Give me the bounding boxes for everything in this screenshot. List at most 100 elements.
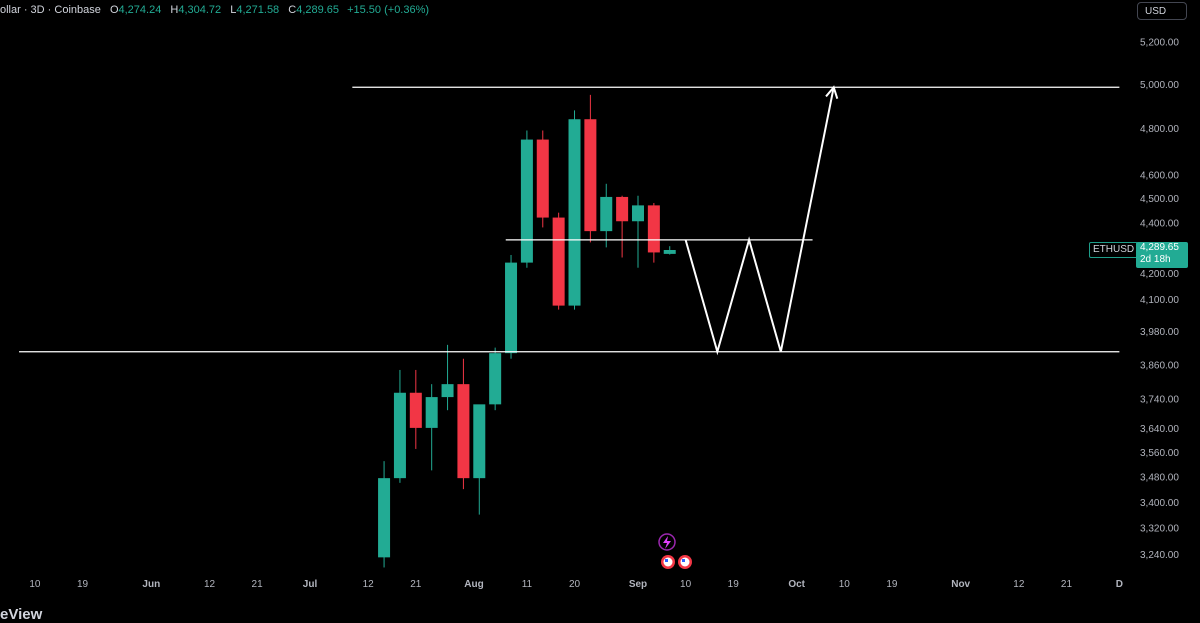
lightning-icon[interactable]	[658, 533, 676, 551]
price-axis-label: 5,000.00	[1140, 80, 1179, 91]
price-axis-label: 3,640.00	[1140, 424, 1179, 435]
candle-body	[473, 404, 486, 479]
candle	[457, 358, 470, 490]
open-value: 4,274.24	[118, 4, 162, 16]
candle	[600, 183, 613, 248]
time-axis-label: 19	[77, 579, 89, 590]
price-axis-label: 4,600.00	[1140, 170, 1179, 181]
time-axis-label: 10	[29, 579, 41, 590]
open-key: O	[109, 4, 119, 16]
price-axis-label: 3,480.00	[1140, 473, 1179, 484]
candle	[663, 246, 676, 255]
candle	[393, 369, 406, 483]
candle	[425, 384, 438, 471]
time-axis-label: Jun	[142, 579, 160, 590]
us-flag-icon[interactable]	[661, 555, 675, 569]
high-key: H	[170, 4, 179, 16]
candle	[378, 461, 391, 568]
price-axis-label: 4,200.00	[1140, 269, 1179, 280]
candle-body	[489, 353, 502, 405]
time-axis-label: 11	[522, 579, 533, 590]
time-axis-label: Jul	[303, 579, 318, 590]
ohlc-legend: ollar · 3D · Coinbase O4,274.24 H4,304.7…	[0, 4, 429, 16]
candle	[584, 94, 597, 243]
candle-body	[409, 392, 422, 428]
candle-body	[520, 139, 533, 263]
price-axis-label: 3,980.00	[1140, 327, 1179, 338]
time-axis-label: 19	[728, 579, 740, 590]
candle	[505, 254, 518, 359]
candle-body	[441, 384, 454, 398]
time-axis-label: 12	[204, 579, 216, 590]
candle-body	[663, 249, 676, 254]
candle-body	[568, 119, 581, 306]
time-axis-label: 10	[839, 579, 851, 590]
time-axis-label: Oct	[788, 579, 805, 590]
price-axis-label: 3,860.00	[1140, 360, 1179, 371]
candle	[441, 344, 454, 411]
close-value: 4,289.65	[296, 4, 340, 16]
candle-body	[425, 397, 438, 428]
time-axis-label: 21	[252, 579, 264, 590]
time-axis-label: Sep	[629, 579, 647, 590]
candle	[489, 347, 502, 411]
time-axis-label: 20	[569, 579, 581, 590]
candle-body	[584, 119, 597, 232]
candle	[568, 110, 581, 310]
candle-body	[631, 205, 644, 222]
low-key: L	[230, 4, 237, 16]
candle	[473, 404, 486, 515]
time-axis-label: 10	[680, 579, 692, 590]
candle	[536, 130, 549, 228]
candle-body	[536, 139, 549, 218]
last-price-badge: 4,289.65 2d 18h	[1136, 242, 1188, 268]
last-price: 4,289.65	[1140, 242, 1179, 253]
time-axis-label: D	[1116, 579, 1123, 590]
candle-body	[552, 217, 565, 306]
candle-body	[600, 196, 613, 232]
candle	[520, 130, 533, 268]
candles-layer	[378, 94, 676, 568]
candle-body	[647, 205, 660, 253]
candle-body	[616, 196, 629, 222]
symbol-price-label: ETHUSD	[1089, 242, 1139, 258]
price-axis-label: 3,740.00	[1140, 395, 1179, 406]
candle-body	[378, 478, 391, 558]
price-axis-label: 4,500.00	[1140, 194, 1179, 205]
price-axis[interactable]: 3,240.00 3,320.00 3,400.00 3,480.00 3,560.00…	[1140, 38, 1179, 561]
time-axis[interactable]: 10 19 Jun 12 21 Jul 12 21 Aug 11 20 Sep 10 19 Oct 10 19 N…	[29, 579, 1123, 590]
price-axis-label: 4,400.00	[1140, 218, 1179, 229]
high-value: 4,304.72	[178, 4, 222, 16]
price-axis-label: 3,400.00	[1140, 498, 1179, 509]
brand-logo-text: eView	[0, 606, 43, 623]
time-axis-label: 21	[410, 579, 422, 590]
price-axis-label: 4,800.00	[1140, 124, 1179, 135]
arrowhead-drawing[interactable]	[825, 85, 839, 100]
candle	[631, 195, 644, 268]
price-axis-label: 5,200.00	[1140, 38, 1179, 49]
time-axis-label: Aug	[464, 579, 483, 590]
low-value: 4,271.58	[236, 4, 280, 16]
symbol-title[interactable]: ollar · 3D · Coinbase	[0, 4, 101, 16]
candle	[409, 369, 422, 449]
us-flag-icon[interactable]	[678, 555, 692, 569]
candle	[552, 212, 565, 310]
time-axis-label: 12	[1013, 579, 1025, 590]
drawings-layer[interactable]	[19, 85, 1120, 356]
candle-body	[505, 262, 518, 354]
time-axis-label: Nov	[951, 579, 970, 590]
currency-button[interactable]: USD	[1137, 2, 1187, 20]
price-axis-label: 3,240.00	[1140, 550, 1179, 561]
projection-path-drawing[interactable]	[684, 87, 835, 356]
candle	[647, 202, 660, 263]
events-markers[interactable]	[658, 533, 692, 569]
price-axis-label: 3,320.00	[1140, 524, 1179, 535]
candle	[616, 195, 629, 258]
time-axis-label: 12	[363, 579, 375, 590]
candle-body	[393, 392, 406, 479]
bar-countdown: 2d 18h	[1140, 254, 1171, 265]
price-axis-label: 4,100.00	[1140, 295, 1179, 306]
price-axis-label: 3,560.00	[1140, 448, 1179, 459]
time-axis-label: 21	[1061, 579, 1073, 590]
